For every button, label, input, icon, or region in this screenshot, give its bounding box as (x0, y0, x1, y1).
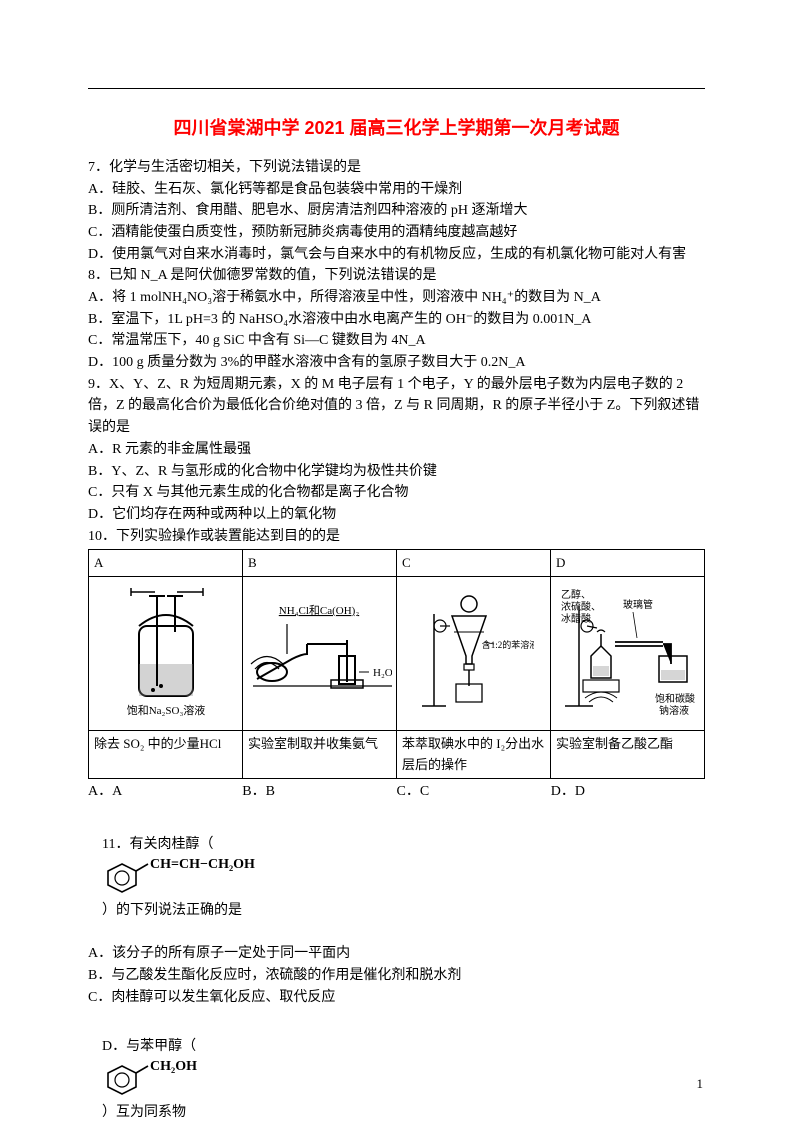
q10-figure-c: 含1:2的苯溶液 (397, 577, 551, 731)
q8-opt-a: A．将 1 molNH₄NO₃溶于稀氨水中，所得溶液呈中性，则溶液中 NH₄⁺的… (88, 287, 705, 309)
svg-text:CH=CH−CH₂OH: CH=CH−CH₂OH (150, 857, 255, 872)
svg-text:H₂O: H₂O (373, 667, 392, 679)
q10-figure-d: 乙醇、 浓硫酸、 冰醋酸 玻璃管 饱和碳酸 钠溶液 (551, 577, 705, 731)
svg-text:饱和碳酸: 饱和碳酸 (655, 692, 695, 705)
q10-header-b: B (243, 550, 397, 577)
separating-funnel-icon: 含1:2的苯溶液 (414, 586, 534, 721)
q9-opt-d: D．它们均存在两种或两种以上的氧化物 (88, 504, 705, 526)
q10-opt-d: D．D (551, 781, 705, 803)
page-number: 1 (697, 1074, 704, 1094)
q10-figure-b: NH₄Cl和Ca(OH)₂ H₂O (243, 577, 397, 731)
q8-opt-c: C．常温常压下，40 g SiC 中含有 Si—C 键数目为 4N_A (88, 330, 705, 352)
q8-opt-d: D．100 g 质量分数为 3%的甲醛水溶液中含有的氢原子数目大于 0.2N_A (88, 352, 705, 374)
q7-opt-c: C．酒精能使蛋白质变性，预防新冠肺炎病毒使用的酒精纯度越高越好 (88, 222, 705, 244)
q8-stem: 8．已知 N_A 是阿伏伽德罗常数的值，下列说法错误的是 (88, 265, 705, 287)
q10-stem: 10．下列实验操作或装置能达到目的的是 (88, 526, 705, 548)
svg-text:冰醋酸: 冰醋酸 (561, 612, 591, 625)
q7-stem: 7．化学与生活密切相关，下列说法错误的是 (88, 157, 705, 179)
svg-text:CH₂OH: CH₂OH (150, 1059, 197, 1074)
q10-opt-b: B．B (242, 781, 396, 803)
benzyl-alcohol-structure: CH₂OH (102, 1058, 212, 1102)
svg-text:饱和Na₂SO₃溶液: 饱和Na₂SO₃溶液 (126, 703, 205, 717)
q11-opt-a: A．该分子的所有原子一定处于同一平面内 (88, 943, 705, 965)
q11-post: ）的下列说法正确的是 (102, 903, 242, 918)
q11-opt-c: C．肉桂醇可以发生氧化反应、取代反应 (88, 987, 705, 1009)
q10-header-a: A (89, 550, 243, 577)
svg-text:乙醇、: 乙醇、 (561, 588, 591, 601)
q10-caption-d: 实验室制备乙酸乙酯 (551, 731, 705, 778)
page-title: 四川省棠湖中学 2021 届高三化学上学期第一次月考试题 (88, 115, 705, 143)
q10-figure-a: 饱和Na₂SO₃溶液 (89, 577, 243, 731)
q10-caption-c: 苯萃取碘水中的 I₂分出水层后的操作 (397, 731, 551, 778)
q7-opt-a: A．硅胶、生石灰、氯化钙等都是食品包装袋中常用的干燥剂 (88, 179, 705, 201)
gas-washing-bottle-icon: 饱和Na₂SO₃溶液 (111, 586, 221, 721)
top-rule (88, 88, 705, 89)
q10-table: A B C D 饱和Na₂SO₃溶液 (88, 549, 705, 778)
q9-stem: 9．X、Y、Z、R 为短周期元素，X 的 M 电子层有 1 个电子，Y 的最外层… (88, 374, 705, 439)
ester-prep-icon: 乙醇、 浓硫酸、 冰醋酸 玻璃管 饱和碳酸 钠溶液 (555, 586, 700, 721)
svg-text:NH₄Cl和Ca(OH)₂: NH₄Cl和Ca(OH)₂ (279, 604, 360, 617)
cinnamyl-alcohol-structure: CH=CH−CH₂OH (102, 856, 282, 900)
q10-header-d: D (551, 550, 705, 577)
q9-opt-b: B．Y、Z、R 与氢形成的化合物中化学键均为极性共价键 (88, 461, 705, 483)
svg-text:玻璃管: 玻璃管 (623, 598, 653, 611)
ammonia-prep-icon: NH₄Cl和Ca(OH)₂ H₂O (247, 594, 392, 714)
q10-options: A．A B．B C．C D．D (88, 781, 705, 803)
q7-opt-d: D．使用氯气对自来水消毒时，氯气会与自来水中的有机物反应，生成的有机氯化物可能对… (88, 244, 705, 266)
q11-opt-b: B．与乙酸发生酯化反应时，浓硫酸的作用是催化剂和脱水剂 (88, 965, 705, 987)
q10-opt-a: A．A (88, 781, 242, 803)
q7-opt-b: B．厕所清洁剂、食用醋、肥皂水、厨房清洁剂四种溶液的 pH 逐渐增大 (88, 200, 705, 222)
q11-d-post: ）互为同系物 (102, 1105, 186, 1120)
q9-opt-a: A．R 元素的非金属性最强 (88, 439, 705, 461)
q10-caption-a: 除去 SO₂ 中的少量HCl (89, 731, 243, 778)
q10-caption-b: 实验室制取并收集氨气 (243, 731, 397, 778)
q11-d-pre: D．与苯甲醇（ (102, 1039, 196, 1054)
q11-stem: 11．有关肉桂醇（ CH=CH−CH₂OH ）的下列说法正确的是 (88, 812, 705, 943)
svg-text:含1:2的苯溶液: 含1:2的苯溶液 (481, 639, 533, 650)
svg-text:浓硫酸、: 浓硫酸、 (561, 600, 601, 613)
q10-opt-c: C．C (397, 781, 551, 803)
svg-text:钠溶液: 钠溶液 (659, 704, 689, 717)
q10-header-c: C (397, 550, 551, 577)
q11-opt-d: D．与苯甲醇（ CH₂OH ）互为同系物 (88, 1014, 705, 1145)
q8-opt-b: B．室温下，1L pH=3 的 NaHSO₄水溶液中由水电离产生的 OH⁻的数目… (88, 309, 705, 331)
q9-opt-c: C．只有 X 与其他元素生成的化合物都是离子化合物 (88, 482, 705, 504)
q11-pre: 11．有关肉桂醇（ (102, 837, 213, 852)
